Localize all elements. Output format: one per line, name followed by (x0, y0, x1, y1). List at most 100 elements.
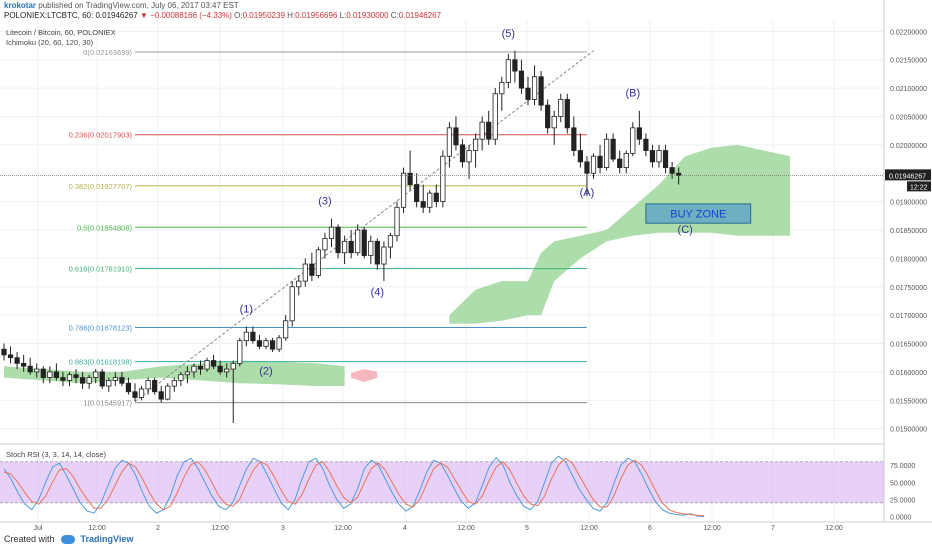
candle-body (184, 371, 190, 376)
wave-label: (A) (580, 187, 595, 199)
fib-label-0.618: 0.618(0.01781910) (69, 265, 133, 274)
candle-body (80, 377, 86, 384)
candle-body (66, 374, 73, 381)
candle-body (545, 104, 551, 129)
footer-created: Created with (4, 534, 55, 544)
time-tick-label: 12:00 (334, 525, 352, 532)
candle-body (106, 380, 112, 387)
candle-body (656, 150, 662, 163)
ohlc-bar: POLONIEX:LTCBTC, 60: 0.01946267 ▼ −0.000… (4, 11, 442, 20)
publish-info: krokotar published on TradingView.com, J… (4, 1, 239, 10)
rsi-tick-label: 0.0000 (890, 515, 912, 522)
candle-body (171, 380, 177, 387)
candle-body (14, 357, 20, 364)
price-tick-label: 0.01900000 (890, 200, 927, 207)
price-axis: 0.02200000 0.02150000 0.02100000 0.02050000… (0, 29, 931, 434)
candle-body (551, 116, 557, 129)
candle-body (440, 155, 446, 203)
author-link[interactable]: krokotar (4, 1, 37, 10)
buy-zone: BUY ZONE (645, 203, 752, 224)
time-tick-label: 12:00 (457, 525, 475, 532)
time-tick-label: 12:00 (703, 525, 721, 532)
candle-body (617, 158, 623, 168)
candle-body (138, 388, 145, 398)
candle-body (427, 192, 433, 208)
footer-brand[interactable]: TradingView (80, 534, 134, 544)
candle-body (322, 238, 328, 251)
candle-body (394, 206, 400, 237)
low-value: 0.01930000 (346, 11, 389, 20)
buy-zone-label: BUY ZONE (670, 209, 726, 221)
candle-body (525, 87, 531, 100)
time-tick-label: 5 (525, 525, 529, 532)
fib-label-0.786: 0.786(0.01678123) (69, 324, 133, 333)
grid (0, 0, 932, 523)
candle-body (577, 150, 584, 163)
low-label: L: (339, 11, 347, 20)
candle-body (355, 229, 361, 254)
wave-labels: (1) (2) (3) (4) (5) (A) (B) (C) (240, 28, 693, 378)
time-tick-label: 12:00 (211, 525, 229, 532)
candle-body (623, 152, 629, 168)
time-tick-label: 3 (281, 525, 285, 532)
last-price: 0.01946267 (95, 11, 138, 20)
publish-text: published on TradingView.com, July 06, 2… (38, 1, 239, 10)
candle-body (459, 144, 466, 163)
price-tick-label: 0.02150000 (890, 58, 927, 65)
rsi-band (0, 461, 884, 503)
close-value: 0.01946267 (398, 11, 442, 20)
high-value: 0.01956696 (295, 11, 338, 20)
candle-body (34, 368, 40, 373)
time-tick-label: 12:00 (825, 525, 843, 532)
candle-body (328, 226, 335, 239)
candle-body (453, 127, 459, 146)
candle-body (21, 362, 27, 367)
candle-body (237, 340, 243, 364)
rsi-tick-label: 75.0000 (890, 463, 915, 470)
candle-body (420, 201, 426, 208)
legend-ichimoku: Ichimoku (20, 60, 120, 30) (6, 38, 94, 47)
candle-body (60, 377, 66, 381)
candle-body (518, 70, 525, 89)
candle-body (662, 150, 669, 168)
candle-body (224, 368, 230, 373)
candle-body (125, 382, 132, 393)
wave-label: (3) (318, 195, 331, 207)
candle-body (479, 121, 485, 140)
candle-body (165, 385, 171, 400)
candle-body (400, 172, 407, 208)
candle-body (112, 377, 118, 381)
candle-body (27, 365, 33, 373)
legend-pair: Litecoin / Bitcoin, 60, POLONIEX (6, 28, 116, 37)
price-tick-label: 0.02000000 (890, 143, 927, 150)
candle-body (309, 263, 315, 276)
candle-body (99, 371, 105, 387)
candle-body (132, 391, 138, 398)
candle-body (269, 340, 276, 350)
fib-label-0: 0(0.02163699) (83, 48, 132, 57)
candle-body (348, 240, 354, 254)
fib-label-0.382: 0.382(0.01927707) (69, 182, 133, 191)
trendline (134, 50, 594, 402)
candle-body (7, 354, 14, 359)
candle-body (93, 371, 99, 378)
fib-label-0.236: 0.236(0.02017903) (69, 131, 133, 140)
wave-label: (2) (259, 366, 272, 378)
price-tick-label: 0.02050000 (890, 114, 927, 121)
candle-body (276, 337, 282, 350)
candle-body (204, 360, 210, 370)
candle-body (73, 374, 79, 378)
candle-body (407, 172, 413, 185)
chart-canvas[interactable]: 0(0.02163699) 0.236(0.02017903) 0.382(0.01… (0, 0, 932, 534)
price-tick-label: 0.01550000 (890, 398, 927, 405)
countdown-tag (907, 181, 931, 192)
candle-body (630, 127, 636, 154)
price-tick-label: 0.02200000 (890, 29, 927, 36)
candle-body (414, 184, 420, 203)
fib-label-0.883: 0.883(0.01618198) (69, 358, 133, 367)
candle-body (571, 127, 577, 151)
footer: Created with TradingView (4, 534, 133, 544)
candle-body (531, 76, 538, 100)
candle-body (289, 286, 295, 322)
candle-body (335, 226, 341, 254)
